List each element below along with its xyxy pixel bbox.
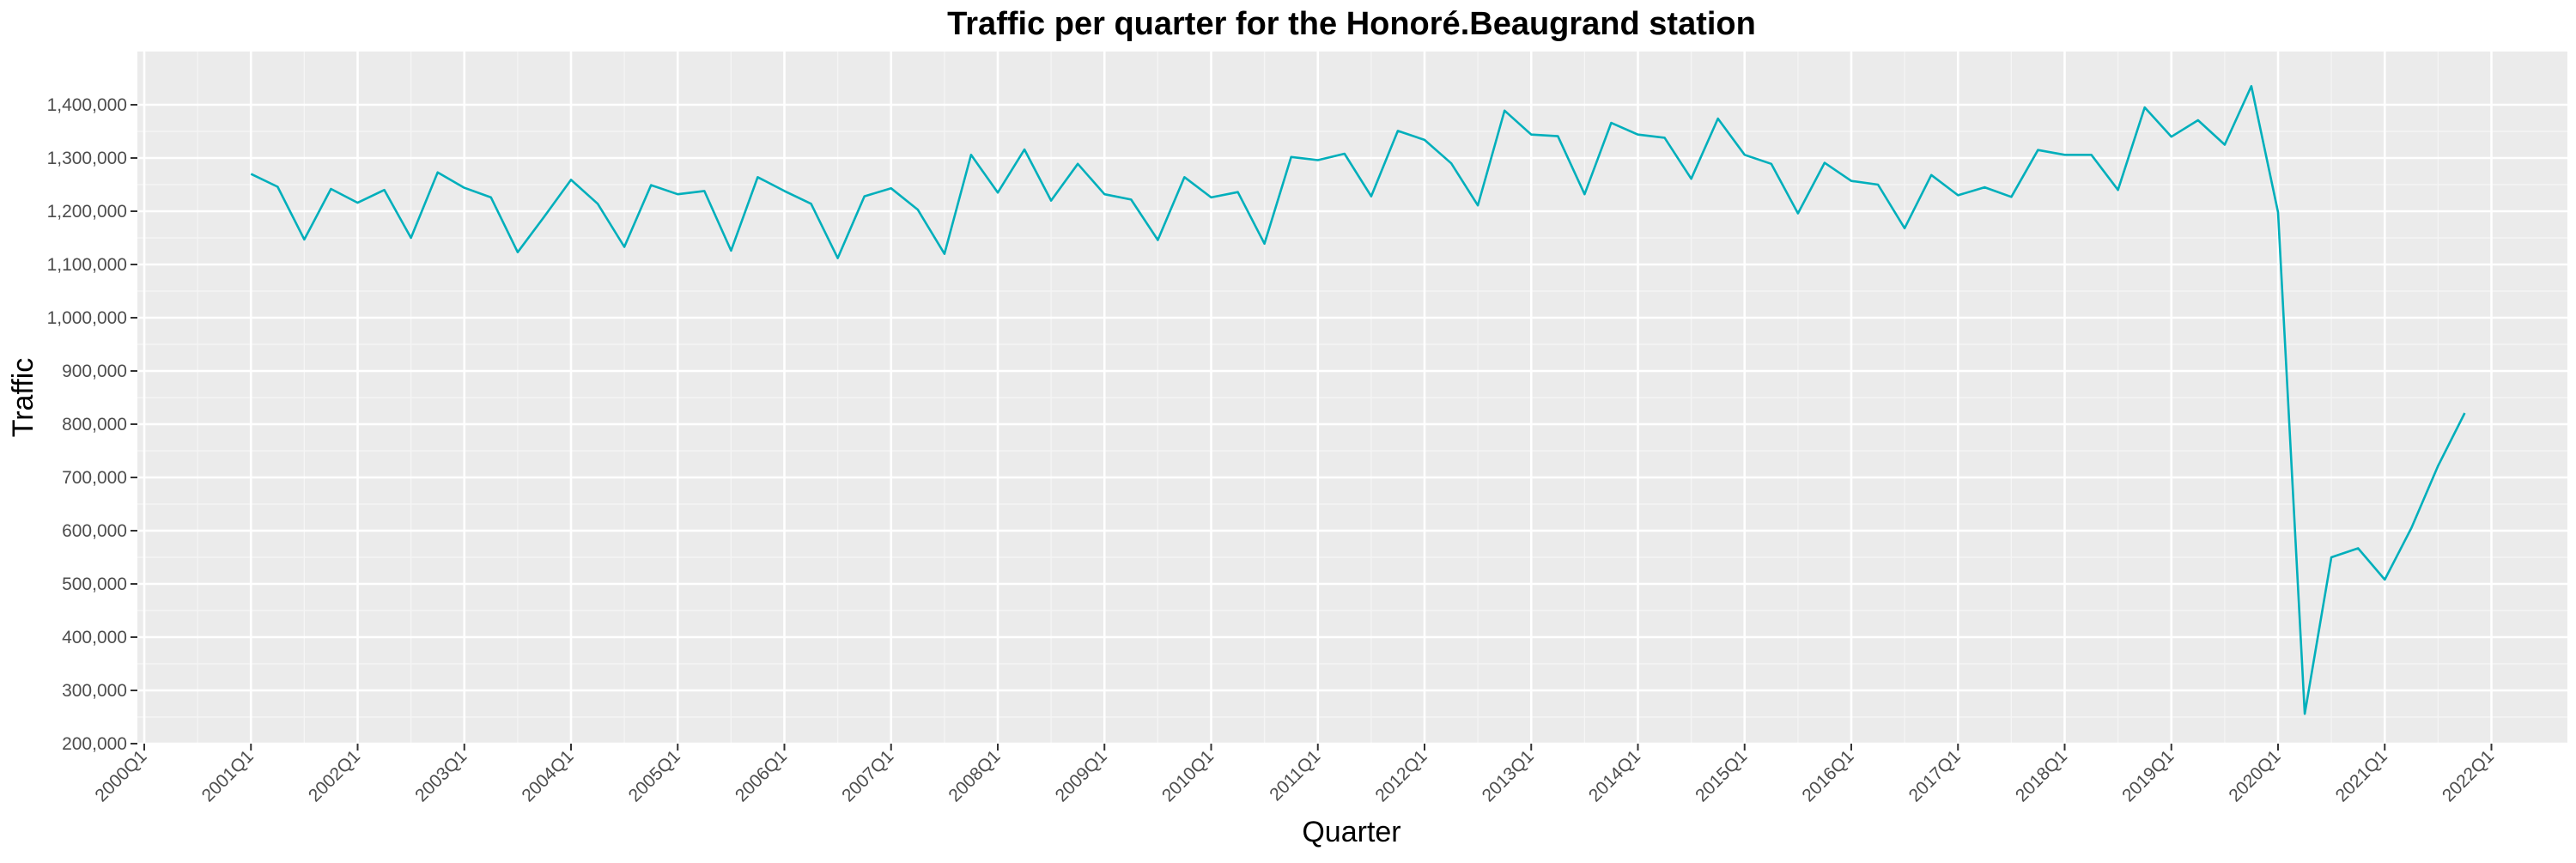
x-tick-label: 2014Q1 bbox=[1585, 746, 1644, 805]
x-tick-label: 2015Q1 bbox=[1692, 746, 1751, 805]
x-tick-label: 2019Q1 bbox=[2118, 746, 2178, 805]
x-tick-label: 2012Q1 bbox=[1371, 746, 1431, 805]
x-tick-label: 2008Q1 bbox=[945, 746, 1004, 805]
y-tick-label: 1,200,000 bbox=[47, 202, 127, 222]
y-tick-label: 1,400,000 bbox=[47, 95, 127, 115]
x-tick-label: 2003Q1 bbox=[411, 746, 471, 805]
y-tick-label: 1,100,000 bbox=[47, 255, 127, 275]
x-tick-label: 2004Q1 bbox=[518, 746, 577, 805]
x-tick-label: 2000Q1 bbox=[91, 746, 150, 805]
x-tick-label: 2010Q1 bbox=[1158, 746, 1218, 805]
y-tick-label: 900,000 bbox=[62, 362, 127, 381]
x-axis: 2000Q1 2001Q1 2002Q1 2003Q1 2004Q1 2005Q1 2006… bbox=[91, 744, 2498, 805]
x-tick-label: 2007Q1 bbox=[838, 746, 897, 805]
x-tick-label: 2005Q1 bbox=[625, 746, 684, 805]
x-axis-title: Quarter bbox=[1302, 816, 1400, 848]
x-tick-label: 2022Q1 bbox=[2439, 746, 2498, 805]
series-line bbox=[250, 85, 2466, 715]
chart-title: Traffic per quarter for the Honoré.Beaug… bbox=[947, 6, 1756, 42]
y-tick-label: 600,000 bbox=[62, 521, 127, 541]
x-tick-label: 2009Q1 bbox=[1052, 746, 1111, 805]
y-tick-label: 400,000 bbox=[62, 628, 127, 647]
x-tick-label: 2016Q1 bbox=[1798, 746, 1857, 805]
x-tick-label: 2020Q1 bbox=[2225, 746, 2284, 805]
x-tick-label: 2021Q1 bbox=[2332, 746, 2391, 805]
y-tick-label: 1,300,000 bbox=[47, 149, 127, 168]
y-tick-label: 700,000 bbox=[62, 468, 127, 488]
x-tick-label: 2002Q1 bbox=[305, 746, 364, 805]
x-tick-label: 2011Q1 bbox=[1266, 746, 1324, 805]
x-tick-label: 2001Q1 bbox=[198, 746, 258, 805]
major-gridlines bbox=[137, 52, 2567, 745]
y-tick-label: 500,000 bbox=[62, 574, 127, 594]
x-tick-label: 2017Q1 bbox=[1905, 746, 1965, 805]
x-tick-label: 2013Q1 bbox=[1479, 746, 1538, 805]
y-axis-title: Traffic bbox=[7, 358, 39, 438]
x-tick-label: 2006Q1 bbox=[732, 746, 791, 805]
y-tick-label: 300,000 bbox=[62, 681, 127, 701]
y-tick-label: 800,000 bbox=[62, 415, 127, 435]
series-layer bbox=[250, 85, 2466, 715]
x-tick-label: 2018Q1 bbox=[2012, 746, 2071, 805]
y-tick-label: 1,000,000 bbox=[47, 308, 127, 328]
y-axis: 200,000 300,000 400,000 500,000 600,000 700,0… bbox=[47, 95, 137, 754]
minor-gridlines bbox=[137, 52, 2567, 744]
y-tick-label: 200,000 bbox=[62, 734, 127, 754]
